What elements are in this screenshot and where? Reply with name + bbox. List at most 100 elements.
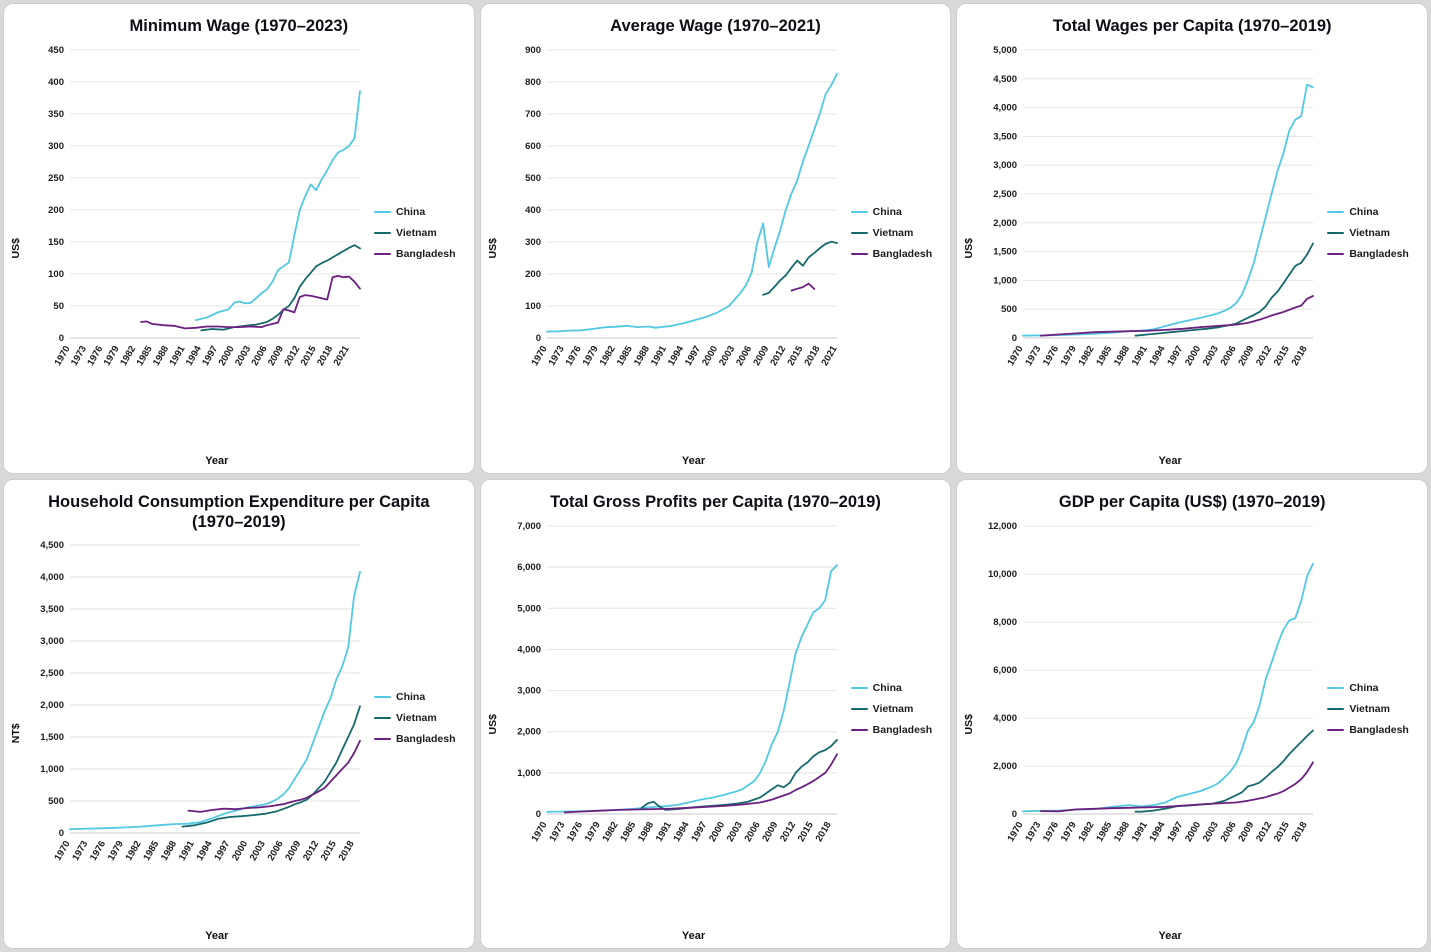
line-chart-canvas: 0501001502002503003504004501970197319761… — [48, 45, 361, 368]
y-tick-label: 2,000 — [40, 700, 64, 711]
x-tick-label: 2021 — [332, 343, 352, 367]
legend-item-vietnam: Vietnam — [1327, 703, 1415, 715]
x-axis-label: Year — [681, 930, 706, 942]
chart-legend: China Vietnam Bangladesh — [1321, 516, 1417, 933]
x-tick-label: 2018 — [1290, 344, 1310, 368]
x-tick-label: 1970 — [1006, 344, 1026, 368]
x-tick-label: 1979 — [1059, 820, 1079, 844]
chart-title: Household Consumption Expenditure per Ca… — [48, 492, 430, 532]
bangladesh-line-swatch — [850, 253, 868, 256]
y-tick-label: 2,500 — [994, 189, 1018, 200]
x-tick-label: 1994 — [184, 343, 204, 367]
legend-item-china: China — [850, 206, 939, 218]
x-tick-label: 1976 — [1041, 344, 1061, 368]
x-tick-label: 1988 — [151, 344, 171, 368]
x-tick-label: 2003 — [724, 820, 744, 844]
x-tick-label: 2009 — [1237, 344, 1257, 368]
chart-title: Minimum Wage (1970–2023) — [129, 17, 349, 35]
bangladesh-line — [187, 739, 361, 813]
legend-item-bangladesh: Bangladesh — [374, 733, 462, 745]
legend-item-bangladesh: Bangladesh — [374, 248, 462, 260]
y-tick-label: 500 — [525, 173, 541, 184]
x-tick-label: 1988 — [636, 820, 656, 844]
y-tick-label: 900 — [525, 45, 541, 56]
x-tick-label: 1991 — [1130, 343, 1150, 367]
y-tick-label: 1,500 — [994, 247, 1018, 258]
legend-item-bangladesh: Bangladesh — [1327, 724, 1415, 736]
vietnam-line — [181, 705, 361, 828]
chart-panel-gross-profits: Total Gross Profits per Capita (1970–201… — [479, 478, 952, 949]
china-line-swatch — [1327, 211, 1345, 214]
bangladesh-line-swatch — [1327, 253, 1345, 256]
y-tick-label: 1,000 — [517, 767, 541, 778]
vietnam-line-swatch — [1327, 232, 1345, 235]
x-tick-label: 2006 — [1219, 344, 1239, 368]
x-tick-label: 2000 — [707, 820, 727, 844]
bangladesh-line — [1040, 295, 1315, 337]
x-tick-label: 2009 — [1237, 820, 1257, 844]
x-tick-label: 2000 — [1183, 344, 1203, 368]
x-tick-label: 2003 — [1201, 344, 1221, 368]
x-tick-label: 2015 — [1272, 343, 1292, 367]
line-chart-canvas: 0 100 200 300 400 500 600 700 800 900 197019731976… — [525, 45, 840, 368]
legend-item-china: China — [1327, 682, 1415, 694]
x-tick-label: 1994 — [1148, 819, 1168, 843]
x-tick-label: 2018 — [1290, 820, 1310, 844]
y-tick-label: 8,000 — [994, 617, 1018, 628]
x-tick-label: 1997 — [689, 820, 709, 844]
y-tick-label: 4,000 — [994, 103, 1018, 114]
legend-item-vietnam: Vietnam — [1327, 227, 1415, 239]
x-tick-label: 1970 — [529, 820, 549, 844]
chart-row: US$ 0 50 100 150 200 250 300 350 400 450 1970 1973 1… — [8, 40, 470, 457]
x-tick-label: 2003 — [1201, 820, 1221, 844]
y-tick-label: 300 — [525, 237, 541, 248]
y-tick-label: 5,000 — [517, 603, 541, 614]
chart-title: Total Wages per Capita (1970–2019) — [1052, 17, 1332, 35]
y-tick-label: 100 — [525, 301, 541, 312]
legend-label: Vietnam — [396, 227, 437, 240]
vietnam-line-swatch — [374, 232, 391, 235]
legend-item-bangladesh: Bangladesh — [850, 724, 939, 736]
y-tick-label: 1,500 — [40, 732, 64, 743]
x-tick-label: 1988 — [1112, 820, 1132, 844]
y-axis-label: NT$ — [10, 723, 22, 744]
chart-panel-total-wages: Total Wages per Capita (1970–2019) US$ 0… — [956, 3, 1428, 474]
china-line — [545, 72, 838, 333]
x-tick-label: 2006 — [734, 344, 754, 368]
x-tick-label: 1991 — [1130, 819, 1150, 843]
x-tick-label: 1997 — [1166, 344, 1186, 368]
x-tick-label: 2015 — [319, 838, 339, 862]
x-tick-label: 1973 — [69, 344, 89, 368]
chart-panel-average-wage: Average Wage (1970–2021) US$ 0 100 200 300 4… — [479, 3, 952, 474]
x-tick-label: 2018 — [315, 344, 335, 368]
x-tick-label: 1973 — [546, 344, 566, 368]
legend-label: Bangladesh — [1349, 723, 1409, 736]
y-axis-label: US$ — [963, 713, 976, 734]
x-tick-label: 2012 — [1254, 820, 1274, 844]
y-tick-label: 500 — [48, 796, 64, 807]
x-tick-label: 1976 — [563, 344, 583, 368]
x-tick-label: 1997 — [683, 344, 703, 368]
x-axis-label: Year — [205, 454, 229, 467]
y-tick-label: 700 — [525, 109, 541, 120]
y-axis-label: US$ — [486, 713, 499, 734]
legend-label: Bangladesh — [396, 733, 456, 746]
legend-label: Vietnam — [872, 227, 914, 240]
chart-row: NT$ 0 500 1,000 1,500 2,000 2,500 3,000 3,500 4,… — [8, 535, 470, 932]
legend-item-china: China — [374, 691, 462, 703]
x-axis-label: Year — [205, 930, 229, 942]
bangladesh-line — [1040, 760, 1315, 812]
chart-title: Average Wage (1970–2021) — [610, 17, 821, 35]
legend-item-vietnam: Vietnam — [850, 227, 939, 240]
y-tick-label: 600 — [525, 141, 541, 152]
legend-item-vietnam: Vietnam — [850, 703, 939, 715]
x-tick-label: 1979 — [580, 344, 600, 368]
y-tick-label: 4,000 — [40, 572, 64, 583]
y-tick-label: 1,000 — [994, 275, 1018, 286]
legend-label: Vietnam — [1349, 702, 1390, 715]
legend-label: China — [1349, 681, 1379, 694]
x-tick-label: 1979 — [1059, 344, 1079, 368]
x-tick-label: 1973 — [1024, 344, 1044, 368]
legend-label: China — [396, 206, 426, 219]
